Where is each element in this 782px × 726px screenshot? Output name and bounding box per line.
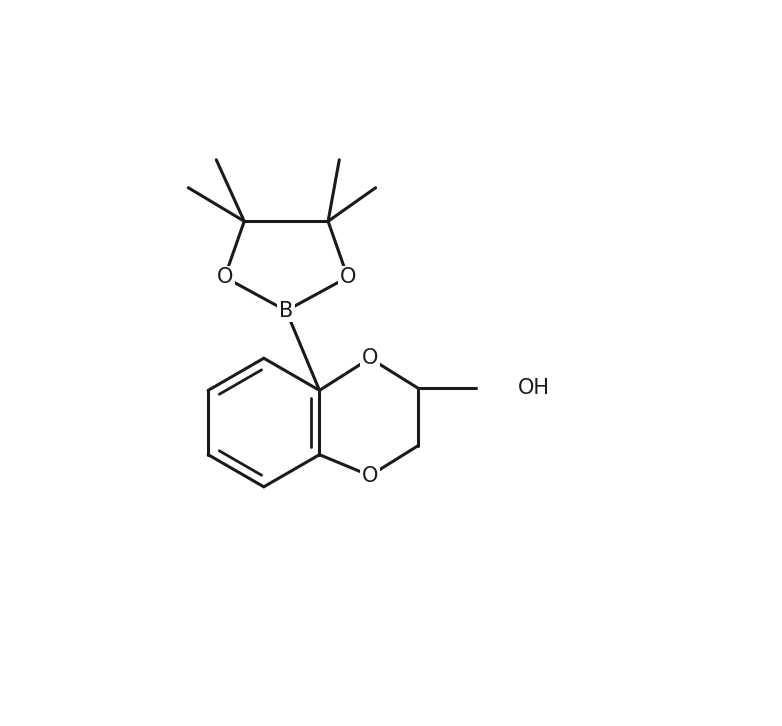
- Text: O: O: [339, 267, 356, 287]
- Text: O: O: [362, 465, 378, 486]
- Text: O: O: [362, 348, 378, 368]
- Text: O: O: [217, 267, 233, 287]
- Text: B: B: [279, 301, 293, 321]
- Text: OH: OH: [518, 378, 551, 398]
